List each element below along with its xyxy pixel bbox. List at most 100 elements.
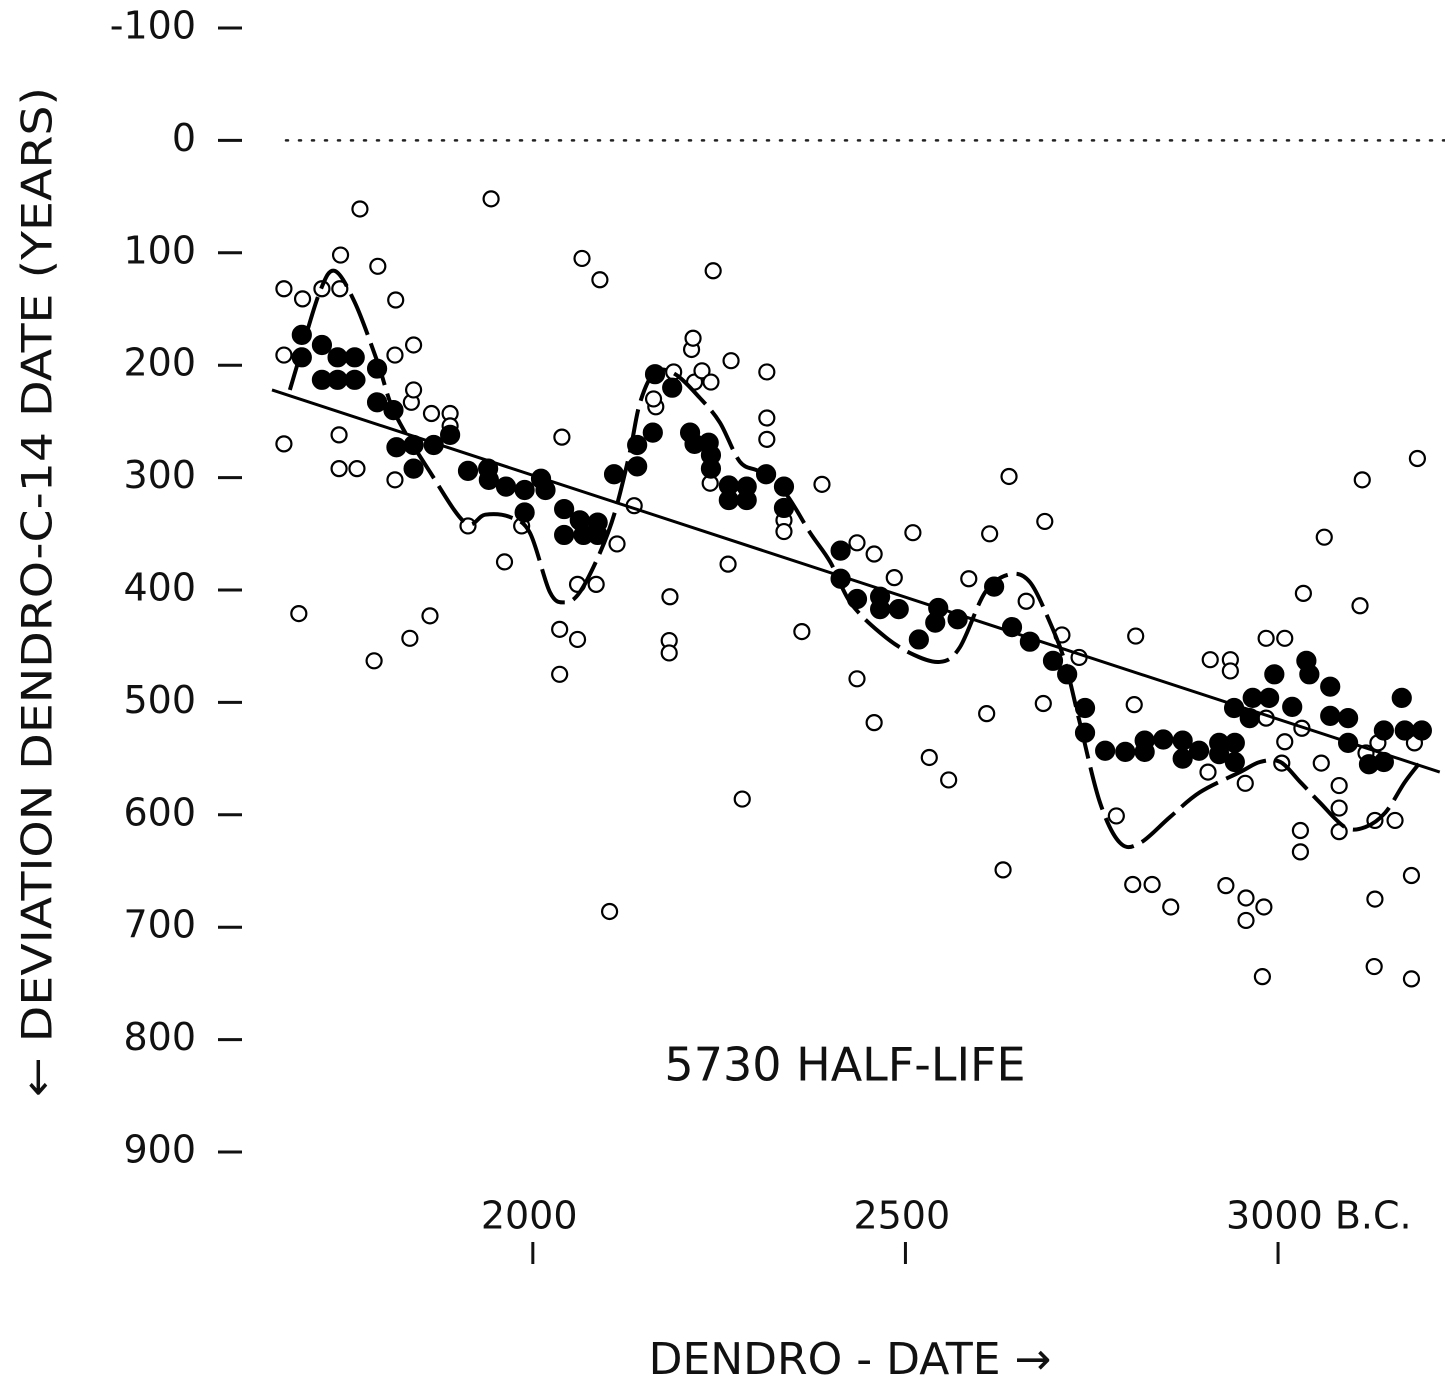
annotation: 5730 HALF-LIFE: [664, 1038, 1025, 1092]
filled-point: [603, 464, 625, 485]
y-tick-label: -100: [110, 4, 196, 48]
filled-point: [1320, 705, 1341, 726]
open-point: [1127, 627, 1145, 645]
open-point: [1257, 629, 1275, 647]
open-point: [1276, 629, 1294, 647]
open-point: [885, 569, 903, 587]
open-point: [1312, 754, 1330, 772]
open-point: [1330, 799, 1348, 817]
filled-point: [642, 422, 663, 443]
open-point: [573, 249, 591, 268]
open-point: [1036, 512, 1054, 531]
filled-point: [344, 369, 365, 390]
y-tick-label: 600: [123, 790, 196, 834]
filled-point: [1095, 740, 1116, 761]
filled-point: [773, 476, 795, 497]
filled-point: [344, 347, 365, 368]
open-point: [290, 605, 308, 623]
y-tick-label: 800: [123, 1015, 196, 1059]
filled-point: [1172, 730, 1193, 751]
filled-point: [514, 479, 535, 501]
open-point: [495, 553, 514, 571]
open-point: [1143, 875, 1161, 894]
filled-point: [1224, 751, 1245, 773]
filled-point: [1224, 732, 1245, 753]
open-point: [722, 352, 740, 370]
y-tick-label: 100: [123, 228, 196, 272]
open-point: [422, 404, 441, 423]
trend-line: [271, 388, 1441, 774]
open-point: [421, 607, 439, 625]
open-point: [369, 257, 387, 275]
y-tick-label: 400: [123, 566, 196, 610]
y-tick-label: 300: [123, 453, 196, 497]
y-tick-label: 500: [123, 678, 196, 722]
open-point: [1017, 592, 1035, 610]
filled-point: [1411, 720, 1432, 741]
open-point: [793, 622, 811, 641]
filled-point: [908, 629, 929, 650]
open-point: [920, 748, 938, 767]
filled-point: [514, 502, 535, 523]
open-point: [848, 670, 866, 688]
open-point: [313, 280, 331, 298]
open-point: [1221, 662, 1239, 680]
open-point: [758, 409, 776, 427]
smoothed-curve: [287, 268, 1422, 850]
filled-point: [1373, 720, 1394, 741]
filled-point: [554, 524, 575, 546]
filled-point: [1282, 696, 1303, 717]
filled-point: [1153, 729, 1174, 750]
open-point: [386, 346, 404, 364]
open-point: [719, 555, 737, 573]
open-point: [1217, 877, 1235, 895]
open-point: [365, 652, 383, 670]
filled-point: [870, 599, 891, 620]
open-point: [1366, 890, 1384, 908]
open-point: [660, 644, 678, 662]
filled-point: [1134, 741, 1155, 762]
open-point: [661, 588, 679, 606]
open-point: [1402, 866, 1421, 885]
filled-point: [1209, 744, 1230, 765]
filled-point: [366, 392, 388, 413]
open-point: [1386, 811, 1404, 830]
open-point: [1199, 763, 1217, 781]
open-point: [702, 373, 720, 391]
y-tick-label: 900: [123, 1128, 196, 1172]
filled-point: [700, 458, 722, 479]
y-tick-label: 700: [123, 903, 196, 947]
open-point: [330, 460, 348, 478]
open-point: [275, 435, 293, 453]
open-point: [293, 290, 312, 308]
open-point: [1291, 843, 1310, 861]
open-point: [386, 471, 404, 489]
filled-point: [311, 334, 333, 356]
open-point: [981, 525, 999, 543]
filled-point: [1259, 687, 1280, 709]
open-point: [600, 902, 619, 921]
open-point: [551, 620, 569, 638]
open-point: [553, 428, 571, 446]
filled-point: [495, 476, 517, 497]
open-point: [1330, 776, 1348, 795]
filled-point: [327, 369, 348, 390]
open-point: [1291, 821, 1310, 840]
filled-point: [984, 576, 1005, 597]
open-point: [587, 575, 605, 593]
filled-point: [888, 599, 909, 620]
open-point: [813, 475, 831, 493]
open-point: [693, 362, 711, 380]
open-point: [351, 200, 369, 218]
filled-point: [478, 469, 499, 490]
open-point: [404, 381, 423, 399]
open-point: [865, 714, 883, 732]
filled-point: [1042, 650, 1064, 671]
open-point: [758, 363, 776, 381]
open-point: [1253, 968, 1272, 986]
open-point: [994, 861, 1012, 879]
open-point: [591, 271, 609, 289]
open-point: [1107, 807, 1125, 825]
open-point: [1408, 449, 1427, 468]
